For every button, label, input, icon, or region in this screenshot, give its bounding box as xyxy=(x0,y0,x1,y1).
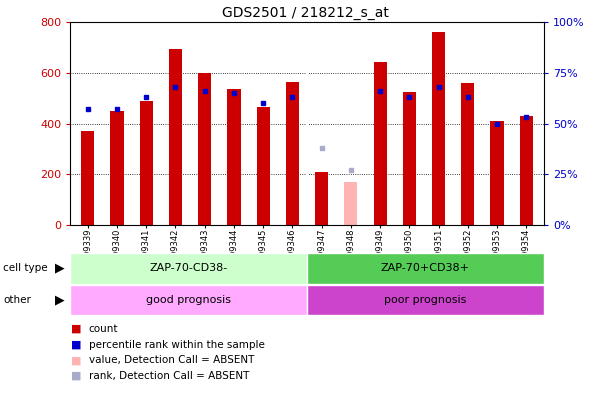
Bar xyxy=(286,82,299,225)
Text: ▶: ▶ xyxy=(55,262,65,275)
Text: cell type: cell type xyxy=(3,263,48,273)
Bar xyxy=(70,285,307,315)
Bar xyxy=(169,49,182,225)
Bar xyxy=(198,73,211,225)
Bar xyxy=(111,111,123,225)
Bar xyxy=(81,131,94,225)
Bar xyxy=(140,101,153,225)
Bar xyxy=(257,107,270,225)
Text: ▶: ▶ xyxy=(55,293,65,307)
Bar xyxy=(307,285,544,315)
Bar xyxy=(307,253,544,284)
Text: count: count xyxy=(89,324,118,334)
Bar xyxy=(520,116,533,225)
Text: ZAP-70+CD38+: ZAP-70+CD38+ xyxy=(381,263,470,273)
Text: value, Detection Call = ABSENT: value, Detection Call = ABSENT xyxy=(89,356,254,365)
Bar xyxy=(491,121,503,225)
Bar xyxy=(315,172,328,225)
Text: ■: ■ xyxy=(71,371,82,381)
Text: GDS2501 / 218212_s_at: GDS2501 / 218212_s_at xyxy=(222,6,389,20)
Bar xyxy=(344,182,357,225)
Text: ■: ■ xyxy=(71,340,82,350)
Bar xyxy=(227,90,241,225)
Text: good prognosis: good prognosis xyxy=(146,295,231,305)
Bar xyxy=(461,83,474,225)
Text: ZAP-70-CD38-: ZAP-70-CD38- xyxy=(150,263,228,273)
Text: poor prognosis: poor prognosis xyxy=(384,295,467,305)
Text: rank, Detection Call = ABSENT: rank, Detection Call = ABSENT xyxy=(89,371,249,381)
Bar xyxy=(403,92,416,225)
Bar xyxy=(432,32,445,225)
Bar xyxy=(373,62,387,225)
Text: ■: ■ xyxy=(71,324,82,334)
Bar xyxy=(70,253,307,284)
Text: ■: ■ xyxy=(71,356,82,365)
Text: percentile rank within the sample: percentile rank within the sample xyxy=(89,340,265,350)
Text: other: other xyxy=(3,295,31,305)
